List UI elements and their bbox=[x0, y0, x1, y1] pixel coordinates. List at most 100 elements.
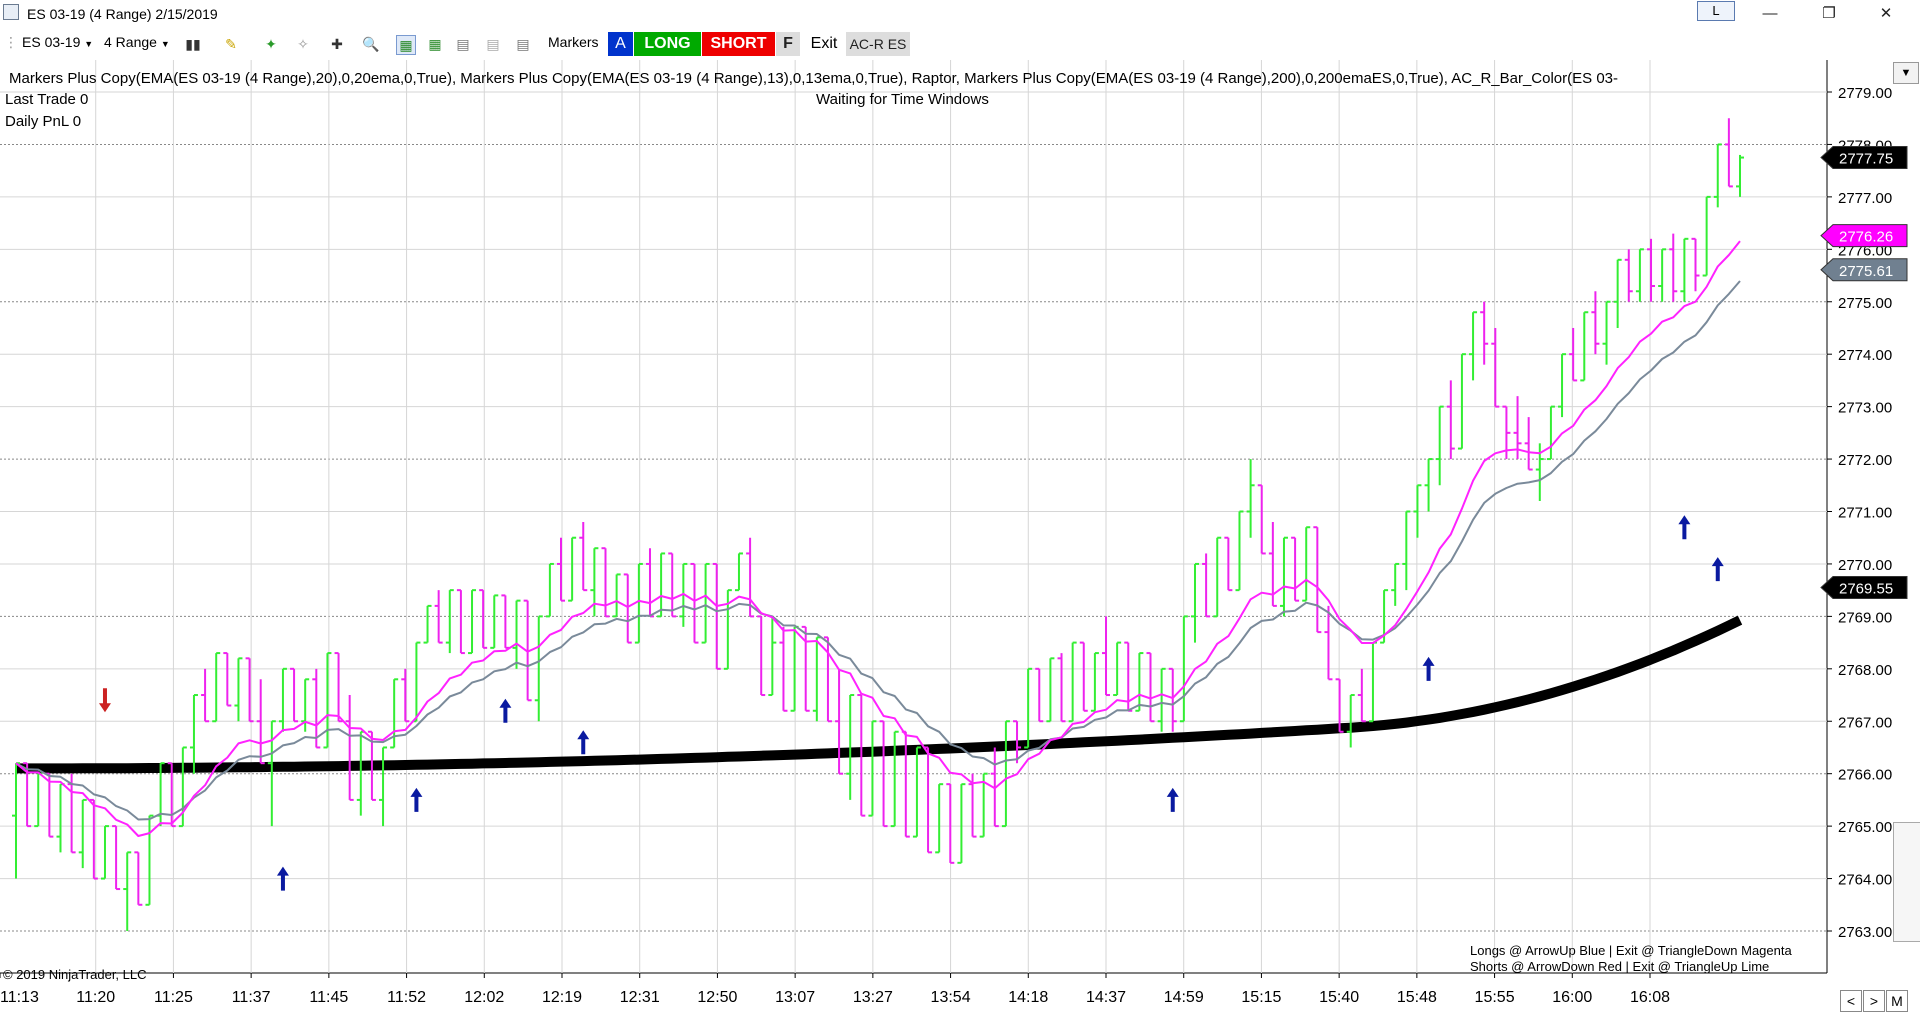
long-arrow-icon bbox=[410, 787, 423, 812]
chart-panel[interactable]: 2779.00 2778.00 2777.00 2776.00 2775.00 2774.… bbox=[0, 60, 1920, 1030]
time-tick-label: 11:37 bbox=[232, 989, 271, 1006]
status-text: Waiting for Time Windows bbox=[816, 91, 989, 108]
legend-shorts: Shorts @ ArrowDown Red | Exit @ Triangle… bbox=[1470, 959, 1770, 974]
long-arrow-icon bbox=[1422, 656, 1435, 681]
long-arrow-icon bbox=[499, 698, 512, 723]
markers-label: Markers bbox=[548, 34, 599, 50]
price-tick-label: 2773.00 bbox=[1838, 400, 1892, 417]
price-tick-label: 2765.00 bbox=[1838, 819, 1892, 836]
time-tick-label: 12:02 bbox=[464, 989, 504, 1006]
app-icon bbox=[3, 4, 19, 20]
exit-button[interactable]: Exit bbox=[810, 35, 838, 52]
time-tick-label: 15:15 bbox=[1241, 989, 1281, 1006]
ema13-line bbox=[15, 240, 1741, 837]
chevron-down-icon: ▼ bbox=[84, 39, 94, 49]
time-tick-label: 11:13 bbox=[0, 989, 39, 1006]
time-tick-label: 14:18 bbox=[1008, 989, 1048, 1006]
properties-icon[interactable]: ▤ bbox=[456, 36, 470, 52]
scroll-right-icon[interactable]: > bbox=[1863, 990, 1885, 1012]
long-arrow-icon bbox=[577, 730, 590, 755]
price-tick-label: 2763.00 bbox=[1838, 924, 1892, 941]
price-tick-label: 2775.00 bbox=[1838, 295, 1892, 312]
price-flag-label: 2769.55 bbox=[1839, 581, 1893, 598]
period-label: 4 Range bbox=[104, 34, 157, 50]
time-tick-label: 12:50 bbox=[697, 989, 737, 1006]
daily-pnl-label: Daily PnL 0 bbox=[5, 113, 82, 130]
price-tick-label: 2779.00 bbox=[1838, 85, 1892, 102]
data-box-icon[interactable]: ▤ bbox=[486, 36, 500, 52]
strategies-icon[interactable]: ▦ bbox=[428, 36, 442, 52]
time-tick-label: 11:52 bbox=[387, 989, 426, 1006]
time-tick-label: 13:07 bbox=[775, 989, 815, 1006]
a-button[interactable]: A bbox=[608, 32, 633, 56]
time-tick-label: 11:20 bbox=[76, 989, 115, 1006]
ema20-line bbox=[15, 280, 1741, 821]
copyright-label: © 2019 NinjaTrader, LLC bbox=[3, 967, 147, 982]
grip-icon: ⋮ bbox=[4, 34, 18, 50]
long-button[interactable]: LONG bbox=[634, 32, 701, 56]
short-arrow-icon bbox=[98, 688, 111, 713]
chart-toolbar: ⋮ ES 03-19 ▼ 4 Range ▼ ▮▮ ✎ ✦ ✧ ✚ 🔍 ▦ ▦ … bbox=[0, 28, 1920, 60]
menu-m-button[interactable]: M bbox=[1886, 990, 1908, 1012]
ac-r-es-button[interactable]: AC-R ES bbox=[846, 32, 910, 56]
price-tick-label: 2769.00 bbox=[1838, 609, 1892, 626]
long-arrow-icon bbox=[1678, 515, 1691, 540]
price-chart[interactable]: 2779.002778.002777.002776.002775.002774.… bbox=[0, 60, 1920, 1030]
time-tick-label: 12:31 bbox=[620, 989, 660, 1006]
price-tick-label: 2770.00 bbox=[1838, 557, 1892, 574]
price-flag-label: 2775.61 bbox=[1839, 263, 1893, 280]
instrument-selector[interactable]: ES 03-19 ▼ bbox=[22, 34, 93, 50]
time-tick-label: 16:00 bbox=[1552, 989, 1592, 1006]
instrument-label: ES 03-19 bbox=[22, 34, 81, 50]
crosshair-icon[interactable]: ✚ bbox=[331, 36, 343, 52]
legend-longs: Longs @ ArrowUp Blue | Exit @ TriangleDo… bbox=[1470, 943, 1792, 958]
chevron-down-icon: ▼ bbox=[160, 39, 170, 49]
price-scale-menu[interactable]: ▼ bbox=[1893, 62, 1919, 84]
time-tick-label: 12:19 bbox=[542, 989, 582, 1006]
indicators-icon[interactable]: ▦ bbox=[396, 35, 416, 55]
price-flag bbox=[1820, 224, 1908, 248]
side-popup[interactable] bbox=[1893, 822, 1920, 942]
chart-trader-icon[interactable]: ▤ bbox=[516, 36, 530, 52]
price-flag bbox=[1820, 146, 1908, 170]
price-tick-label: 2768.00 bbox=[1838, 662, 1892, 679]
restore-icon[interactable]: ❐ bbox=[1822, 5, 1836, 22]
price-flag-label: 2776.26 bbox=[1839, 229, 1893, 246]
time-tick-label: 11:45 bbox=[309, 989, 348, 1006]
zoom-icon[interactable]: 🔍 bbox=[362, 36, 380, 52]
time-tick-label: 15:40 bbox=[1319, 989, 1359, 1006]
close-icon[interactable]: ✕ bbox=[1879, 5, 1893, 22]
price-tick-label: 2771.00 bbox=[1838, 505, 1892, 522]
strategy-icon[interactable]: ✦ bbox=[265, 36, 277, 52]
f-button[interactable]: F bbox=[776, 32, 800, 56]
time-tick-label: 16:08 bbox=[1630, 989, 1670, 1006]
minimize-icon[interactable]: — bbox=[1762, 5, 1778, 22]
time-tick-label: 13:27 bbox=[853, 989, 893, 1006]
price-tick-label: 2777.00 bbox=[1838, 190, 1892, 207]
drawing-tool-icon[interactable]: ✎ bbox=[225, 36, 237, 52]
short-button[interactable]: SHORT bbox=[702, 32, 775, 56]
time-tick-label: 15:48 bbox=[1397, 989, 1437, 1006]
long-arrow-icon bbox=[276, 866, 289, 891]
chevron-down-icon: ▼ bbox=[1900, 67, 1912, 79]
long-arrow-icon bbox=[1166, 787, 1179, 812]
ema200-line bbox=[16, 615, 1743, 774]
scroll-left-icon[interactable]: < bbox=[1840, 990, 1862, 1012]
time-tick-label: 13:54 bbox=[931, 989, 971, 1006]
last-trade-label: Last Trade 0 bbox=[5, 91, 89, 108]
time-tick-label: 14:37 bbox=[1086, 989, 1126, 1006]
price-tick-label: 2772.00 bbox=[1838, 452, 1892, 469]
link-button[interactable]: L bbox=[1697, 1, 1735, 21]
price-tick-label: 2767.00 bbox=[1838, 714, 1892, 731]
bar-type-icon[interactable]: ▮▮ bbox=[185, 36, 201, 52]
price-flag bbox=[1820, 258, 1908, 282]
price-tick-label: 2764.00 bbox=[1838, 872, 1892, 889]
time-tick-label: 11:25 bbox=[154, 989, 193, 1006]
pin-icon[interactable]: ✧ bbox=[297, 36, 309, 52]
title-bar: ES 03-19 (4 Range) 2/15/2019 L — ❐ ✕ bbox=[0, 0, 1920, 28]
time-tick-label: 15:55 bbox=[1475, 989, 1515, 1006]
window-title: ES 03-19 (4 Range) 2/15/2019 bbox=[27, 6, 218, 22]
price-tick-label: 2774.00 bbox=[1838, 347, 1892, 364]
period-selector[interactable]: 4 Range ▼ bbox=[104, 34, 170, 50]
indicator-list: Markers Plus Copy(EMA(ES 03-19 (4 Range)… bbox=[9, 70, 1618, 87]
